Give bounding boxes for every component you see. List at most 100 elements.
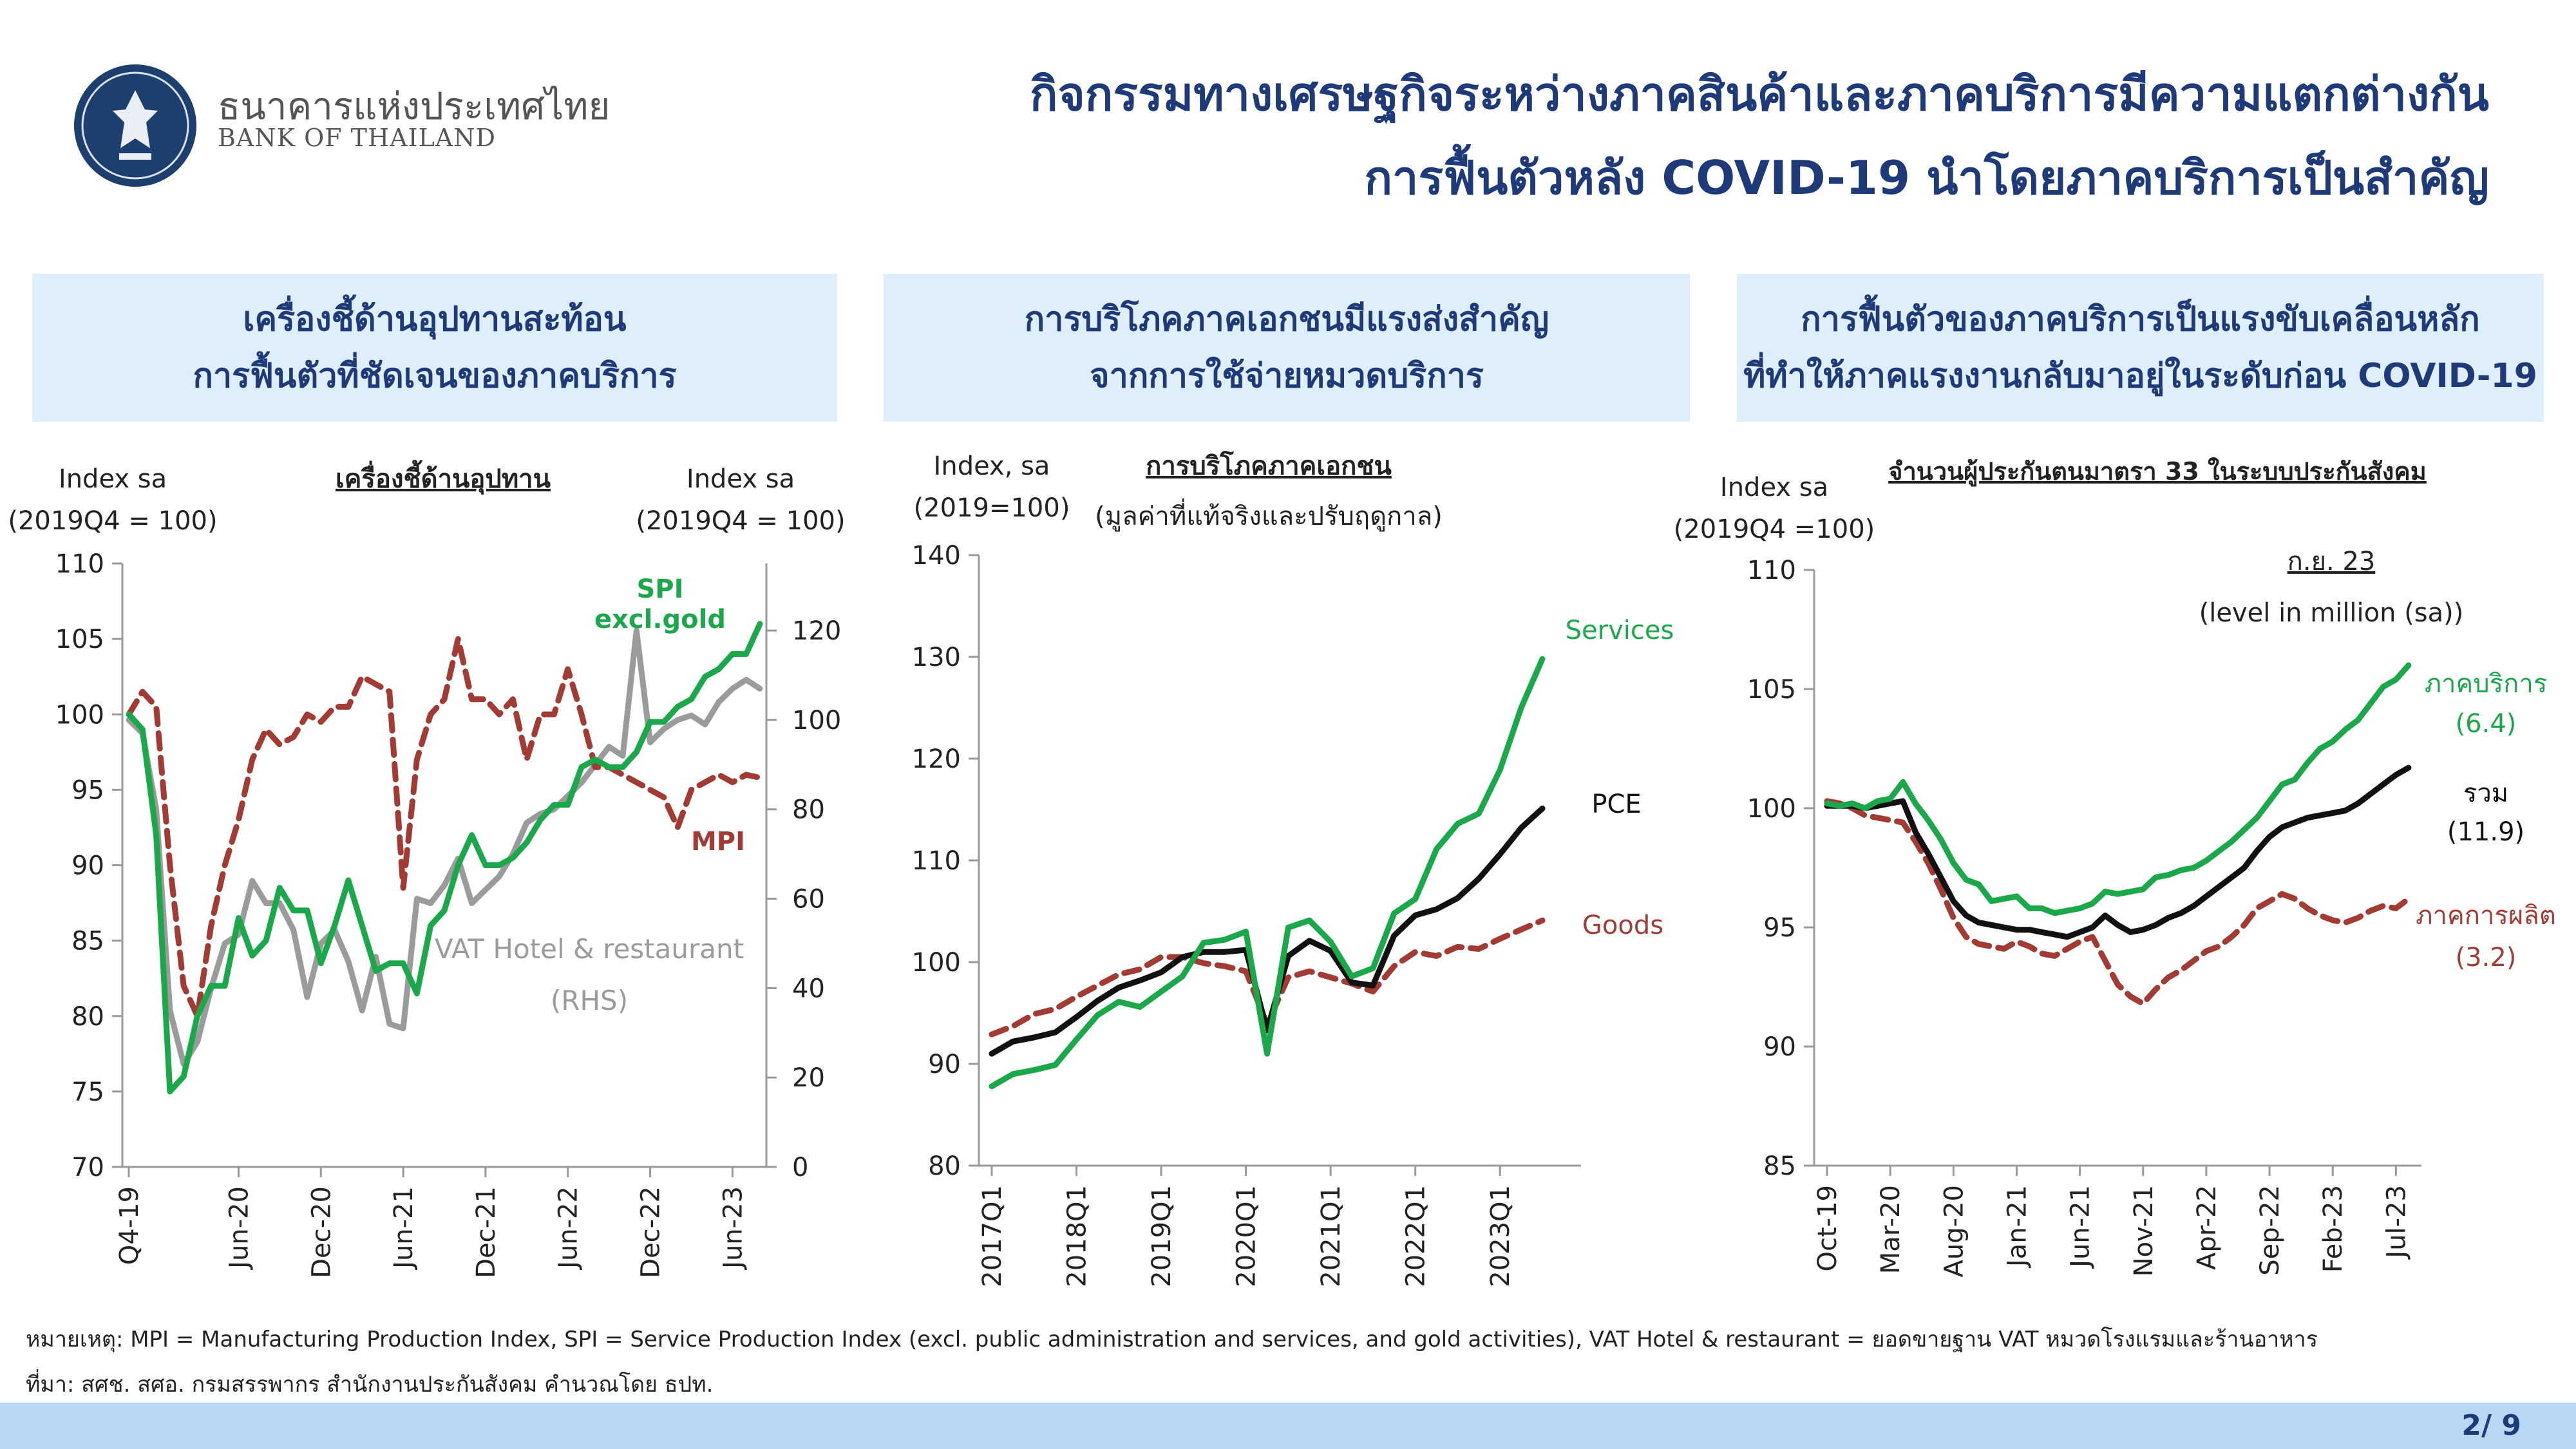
page-title-line2: การฟื้นตัวหลัง COVID-19 นำโดยภาคบริการเป… xyxy=(1364,151,2489,205)
chart1-y-right-axis-tick-label: 0 xyxy=(792,1153,808,1182)
chart3-x-axis-tick-label: Apr-22 xyxy=(2192,1185,2222,1270)
chart3-legend-services: ภาคบริการ xyxy=(2425,669,2548,699)
chart2-x-axis-tick-label: 2020Q1 xyxy=(1232,1185,1262,1287)
source-note: ที่มา: สศช. สศอ. กรมสรรพากร สำนักงานประก… xyxy=(26,1372,714,1397)
chart1-legend-vat: VAT Hotel & restaurant xyxy=(435,933,744,965)
panel-header-line: การฟื้นตัวที่ชัดเจนของภาคบริการ xyxy=(193,357,677,395)
chart2-legend-services: Services xyxy=(1566,616,1674,645)
chart1-y-left-axis-tick-label: 80 xyxy=(71,1002,104,1032)
chart3-y-label: Index sa xyxy=(1720,473,1828,502)
chart1-legend-spi: excl.gold xyxy=(594,605,726,634)
chart1-y-left-axis-tick-label: 85 xyxy=(71,927,104,956)
chart1-y-right-sublabel: (2019Q4 = 100) xyxy=(636,506,845,536)
chart3-x-axis-tick-label: Mar-20 xyxy=(1876,1185,1906,1274)
chart1-y-right-axis-tick-label: 120 xyxy=(792,616,841,646)
chart1-y-left-axis-tick-label: 100 xyxy=(55,700,104,730)
panel-header-labour: การฟื้นตัวของภาคบริการเป็นแรงขับเคลื่อนห… xyxy=(1737,274,2544,422)
chart2-y-axis-tick-label: 140 xyxy=(912,541,961,571)
chart2-x-axis-tick-label: 2023Q1 xyxy=(1486,1185,1515,1287)
footer-bar xyxy=(0,1403,2576,1449)
chart1-y-right-label: Index sa xyxy=(687,464,795,494)
chart1-y-right-axis-tick-label: 60 xyxy=(792,885,825,914)
panel-header-line: เครื่องชี้ด้านอุปทานสะท้อน xyxy=(243,299,627,339)
chart3-legend-total-value: (11.9) xyxy=(2447,817,2524,847)
bank-name-en: BANK OF THAILAND xyxy=(218,124,497,152)
chart1-x-axis-tick-label: Jun-23 xyxy=(718,1186,748,1271)
chart2-y-sublabel: (2019=100) xyxy=(914,493,1070,523)
chart1-title: เครื่องชี้ด้านอุปทาน xyxy=(336,460,551,495)
chart1-y-right-axis-tick-label: 80 xyxy=(792,795,825,825)
panel-header-line: ที่ทำให้ภาคแรงงานกลับมาอยู่ในระดับก่อน C… xyxy=(1743,357,2537,395)
chart2-x-axis-tick-label: 2018Q1 xyxy=(1063,1185,1092,1287)
chart3-legend-services-value: (6.4) xyxy=(2456,709,2517,739)
chart3-annotation-date: ก.ย. 23 xyxy=(2287,547,2376,576)
page-number: 2/ 9 xyxy=(2461,1409,2521,1442)
chart3-legend-total: รวม xyxy=(2463,779,2508,808)
chart3-x-axis-tick-label: Jan-21 xyxy=(2002,1185,2032,1269)
chart3-x-axis-tick-label: Feb-23 xyxy=(2318,1185,2348,1273)
panel-header-line: การฟื้นตัวของภาคบริการเป็นแรงขับเคลื่อนห… xyxy=(1801,299,2480,339)
chart2-title: การบริโภคภาคเอกชน xyxy=(1146,451,1392,481)
chart1-y-left-axis-tick-label: 75 xyxy=(71,1077,104,1107)
chart2-x-axis-tick-label: 2019Q1 xyxy=(1147,1185,1177,1287)
panel-header-supply: เครื่องชี้ด้านอุปทานสะท้อน การฟื้นตัวที่… xyxy=(32,274,837,422)
bank-name-th: ธนาคารแห่งประเทศไทย xyxy=(218,84,611,128)
chart2-legend-goods: Goods xyxy=(1582,911,1663,940)
chart2-y-label: Index, sa xyxy=(934,451,1050,481)
chart3-annotation-unit: (level in million (sa)) xyxy=(2199,598,2464,628)
chart1-legend-spi: SPI xyxy=(636,574,683,604)
panel-header-consumption: การบริโภคภาคเอกชนมีแรงส่งสำคัญ จากการใช้… xyxy=(884,274,1690,422)
garuda-emblem-icon xyxy=(81,71,189,180)
chart1-x-axis-tick-label: Jun-22 xyxy=(554,1186,583,1271)
chart1-series-mpi-line xyxy=(126,636,763,1019)
chart1-y-left-axis-tick-label: 95 xyxy=(71,775,104,805)
chart2-series-services-line xyxy=(989,656,1546,1090)
chart3-y-axis-tick-label: 100 xyxy=(1747,794,1796,824)
chart3-y-axis-tick-label: 110 xyxy=(1747,556,1796,585)
chart1-y-left-axis-tick-label: 90 xyxy=(71,851,104,881)
chart1-y-left-axis-tick-label: 110 xyxy=(55,549,104,579)
chart3-x-axis-tick-label: Nov-21 xyxy=(2129,1185,2159,1276)
chart3-x-axis-tick-label: Jun-21 xyxy=(2066,1185,2096,1269)
chart3-x-axis-tick-label: Jul-23 xyxy=(2382,1185,2411,1260)
panel-header-line: การบริโภคภาคเอกชนมีแรงส่งสำคัญ xyxy=(1024,299,1549,339)
chart3-y-axis-tick-label: 90 xyxy=(1763,1032,1796,1062)
chart2-x-axis-tick-label: 2017Q1 xyxy=(978,1185,1007,1287)
chart2-y-axis-tick-label: 90 xyxy=(928,1050,961,1079)
chart1-series-spi-line xyxy=(126,621,763,1095)
page-title-line1: กิจกรรมทางเศรษฐกิจระหว่างภาคสินค้าและภาค… xyxy=(1030,67,2489,121)
panel-header-line: จากการใช้จ่ายหมวดบริการ xyxy=(1090,357,1484,395)
chart2-series-pce-line xyxy=(989,805,1546,1057)
chart3-y-axis-tick-label: 105 xyxy=(1747,675,1796,705)
chart1-y-left-axis-tick-label: 105 xyxy=(55,625,104,654)
chart2-subtitle: (มูลค่าที่แท้จริงและปรับฤดูกาล) xyxy=(1095,498,1443,531)
chart2-legend-pce: PCE xyxy=(1591,790,1641,819)
chart3-title: จำนวนผู้ประกันตนมาตรา 33 ในระบบประกันสัง… xyxy=(1888,457,2427,487)
chart3-y-axis-tick-label: 95 xyxy=(1763,913,1796,943)
chart1-x-axis-tick-label: Dec-21 xyxy=(471,1186,501,1278)
chart3-series-services-line xyxy=(1824,662,2412,916)
chart3-y-sublabel: (2019Q4 =100) xyxy=(1674,515,1875,544)
chart2-y-axis-tick-label: 110 xyxy=(912,846,961,876)
chart1-y-left-axis-tick-label: 70 xyxy=(71,1153,104,1182)
chart3-x-axis-tick-label: Aug-20 xyxy=(1939,1185,1969,1277)
chart2-y-axis-tick-label: 80 xyxy=(928,1151,961,1181)
chart1-x-axis-tick-label: Dec-20 xyxy=(307,1186,336,1278)
chart3-y-axis-tick-label: 85 xyxy=(1763,1151,1796,1181)
chart2-y-axis-tick-label: 130 xyxy=(912,643,961,672)
chart2-x-axis-tick-label: 2021Q1 xyxy=(1316,1185,1346,1287)
chart1-y-right-axis-tick-label: 100 xyxy=(792,706,841,735)
chart1-y-right-axis-tick-label: 40 xyxy=(792,974,825,1003)
chart1-legend-vat-rhs: (RHS) xyxy=(551,985,628,1016)
chart1-x-axis-tick-label: Jun-20 xyxy=(224,1186,254,1271)
chart3-series-total-line xyxy=(1824,764,2412,940)
chart2-y-axis-tick-label: 120 xyxy=(912,744,961,774)
chart3-legend-manufacturing-value: (3.2) xyxy=(2456,943,2517,972)
chart1-y-left-label: Index sa xyxy=(59,464,167,494)
chart2-y-axis-tick-label: 100 xyxy=(912,948,961,978)
chart3-legend-manufacturing: ภาคการผลิต xyxy=(2416,901,2556,931)
chart1-y-right-axis-tick-label: 20 xyxy=(792,1063,825,1093)
bank-logo xyxy=(74,64,196,187)
chart1-x-axis-tick-label: Jun-21 xyxy=(389,1186,419,1271)
